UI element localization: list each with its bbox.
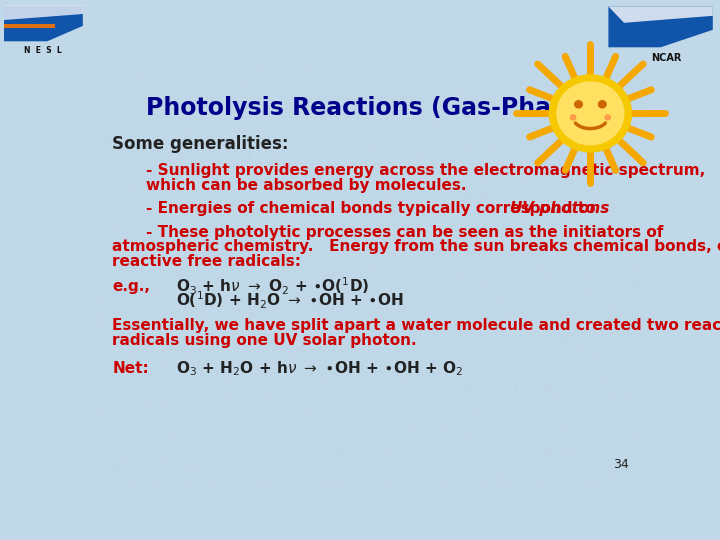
Text: NCAR: NCAR xyxy=(651,53,681,63)
Text: radicals using one UV solar photon.: radicals using one UV solar photon. xyxy=(112,333,417,348)
Circle shape xyxy=(598,101,606,108)
Text: atmospheric chemistry.   Energy from the sun breaks chemical bonds, creates: atmospheric chemistry. Energy from the s… xyxy=(112,239,720,254)
Circle shape xyxy=(605,115,611,120)
Polygon shape xyxy=(608,6,713,23)
Text: Essentially, we have split apart a water molecule and created two reactive OH: Essentially, we have split apart a water… xyxy=(112,319,720,333)
Circle shape xyxy=(549,75,631,152)
Text: reactive free radicals:: reactive free radicals: xyxy=(112,254,301,269)
Polygon shape xyxy=(4,5,83,20)
Circle shape xyxy=(557,82,624,145)
Text: Some generalities:: Some generalities: xyxy=(112,135,289,153)
Text: UV photons: UV photons xyxy=(510,201,609,216)
Text: - Energies of chemical bonds typically correspond to: - Energies of chemical bonds typically c… xyxy=(145,201,600,216)
Polygon shape xyxy=(4,24,55,28)
Text: which can be absorbed by molecules.: which can be absorbed by molecules. xyxy=(145,178,467,193)
Text: Net:: Net: xyxy=(112,361,149,376)
Text: Photolysis Reactions (Gas-Phase): Photolysis Reactions (Gas-Phase) xyxy=(146,97,592,120)
Text: 34: 34 xyxy=(613,458,629,471)
Text: - Sunlight provides energy across the electromagnetic spectrum,: - Sunlight provides energy across the el… xyxy=(145,163,705,178)
Circle shape xyxy=(570,115,576,120)
Text: - These photolytic processes can be seen as the initiators of: - These photolytic processes can be seen… xyxy=(145,225,663,240)
Text: N  E  S  L: N E S L xyxy=(24,46,62,55)
Text: O$_3$ + h$\nu$ $\rightarrow$ O$_2$ + $\bullet$O($^1$D): O$_3$ + h$\nu$ $\rightarrow$ O$_2$ + $\b… xyxy=(176,275,370,296)
Circle shape xyxy=(575,101,582,108)
Polygon shape xyxy=(608,6,713,48)
Text: e.g.,: e.g., xyxy=(112,279,150,294)
Text: O($^1$D) + H$_2$O $\rightarrow$ $\bullet$OH + $\bullet$OH: O($^1$D) + H$_2$O $\rightarrow$ $\bullet… xyxy=(176,290,404,311)
Text: O$_3$ + H$_2$O + h$\nu$ $\rightarrow$ $\bullet$OH + $\bullet$OH + O$_2$: O$_3$ + H$_2$O + h$\nu$ $\rightarrow$ $\… xyxy=(176,359,464,377)
Text: .: . xyxy=(580,201,585,216)
Polygon shape xyxy=(4,5,83,42)
